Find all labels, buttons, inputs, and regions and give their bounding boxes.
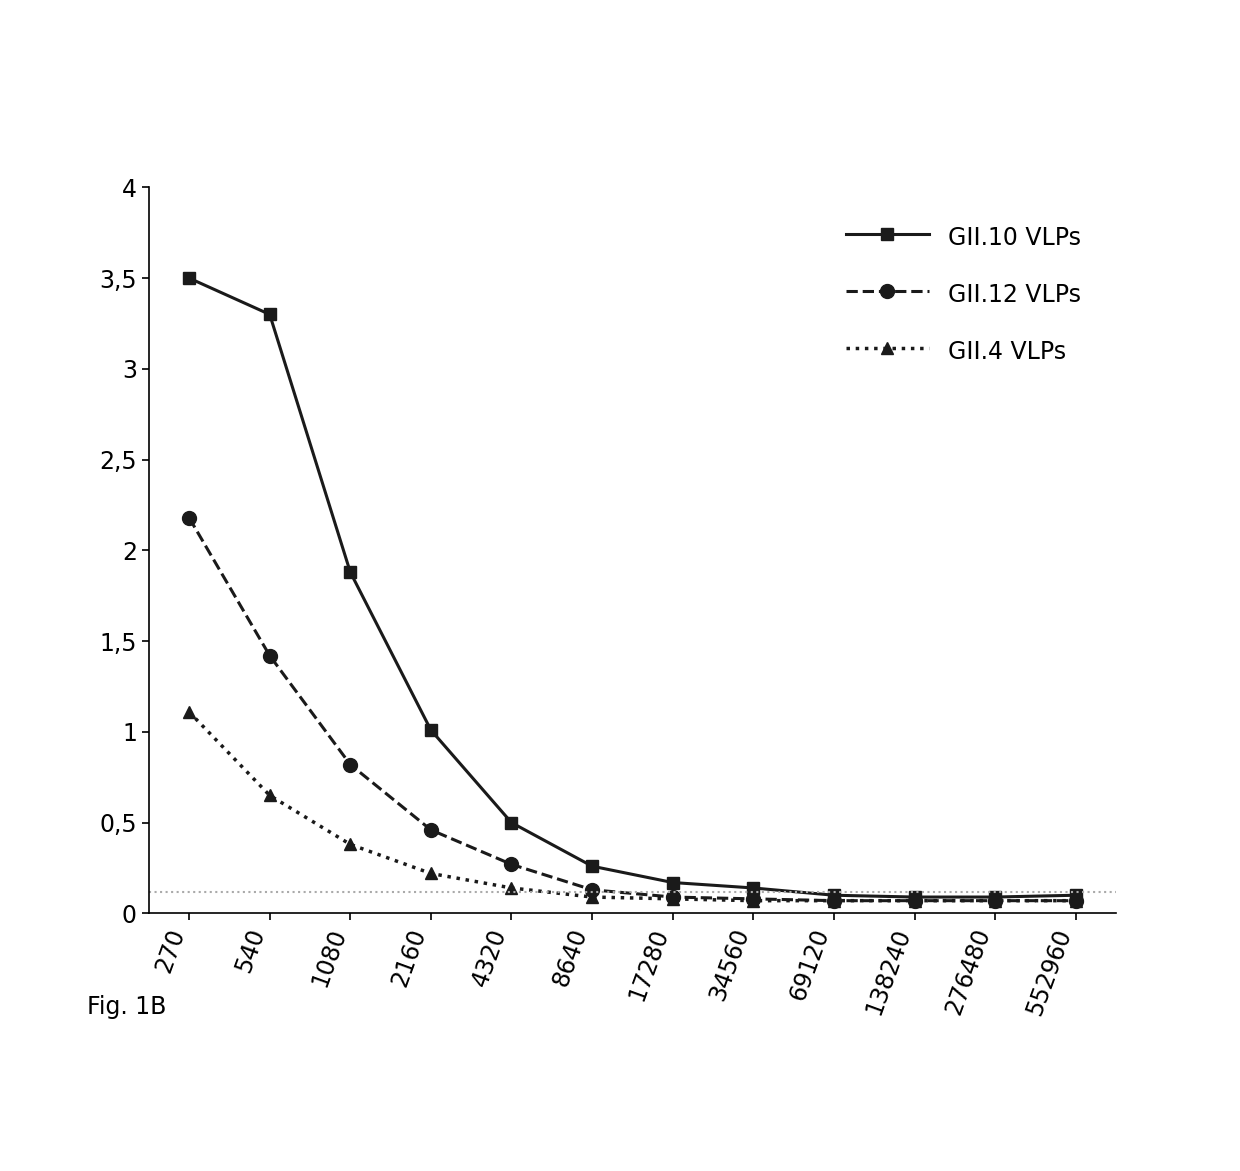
GII.10 VLPs: [342, 566, 357, 580]
GII.12 VLPs: [1068, 893, 1083, 908]
GII.10 VLPs: [665, 876, 680, 890]
GII.4 VLPs: [503, 881, 518, 895]
GII.10 VLPs: [423, 723, 439, 737]
GII.12 VLPs: [826, 893, 841, 908]
GII.4 VLPs: [745, 893, 760, 908]
Legend: GII.10 VLPs, GII.12 VLPs, GII.4 VLPs: GII.10 VLPs, GII.12 VLPs, GII.4 VLPs: [822, 199, 1104, 390]
GII.10 VLPs: [987, 890, 1002, 904]
GII.4 VLPs: [584, 890, 599, 904]
GII.12 VLPs: [423, 823, 439, 837]
GII.10 VLPs: [826, 888, 841, 902]
GII.12 VLPs: [181, 511, 196, 525]
GII.12 VLPs: [262, 649, 277, 663]
GII.10 VLPs: [1068, 888, 1083, 902]
GII.12 VLPs: [987, 893, 1002, 908]
GII.4 VLPs: [181, 705, 196, 719]
GII.12 VLPs: [745, 892, 760, 906]
GII.10 VLPs: [262, 307, 277, 321]
GII.4 VLPs: [423, 867, 439, 881]
GII.12 VLPs: [342, 758, 357, 772]
GII.10 VLPs: [181, 272, 196, 286]
GII.4 VLPs: [665, 892, 680, 906]
GII.4 VLPs: [262, 788, 277, 802]
GII.4 VLPs: [1068, 893, 1083, 908]
GII.4 VLPs: [342, 837, 357, 851]
GII.10 VLPs: [503, 815, 518, 829]
GII.12 VLPs: [665, 890, 680, 904]
GII.10 VLPs: [908, 890, 923, 904]
GII.4 VLPs: [987, 893, 1002, 908]
Line: GII.4 VLPs: GII.4 VLPs: [182, 706, 1083, 906]
Line: GII.12 VLPs: GII.12 VLPs: [182, 511, 1083, 908]
GII.10 VLPs: [584, 860, 599, 874]
Line: GII.10 VLPs: GII.10 VLPs: [182, 272, 1083, 903]
GII.12 VLPs: [503, 857, 518, 871]
GII.12 VLPs: [584, 883, 599, 897]
GII.4 VLPs: [908, 893, 923, 908]
GII.10 VLPs: [745, 881, 760, 895]
GII.12 VLPs: [908, 893, 923, 908]
Text: Fig. 1B: Fig. 1B: [87, 995, 166, 1019]
GII.4 VLPs: [826, 893, 841, 908]
